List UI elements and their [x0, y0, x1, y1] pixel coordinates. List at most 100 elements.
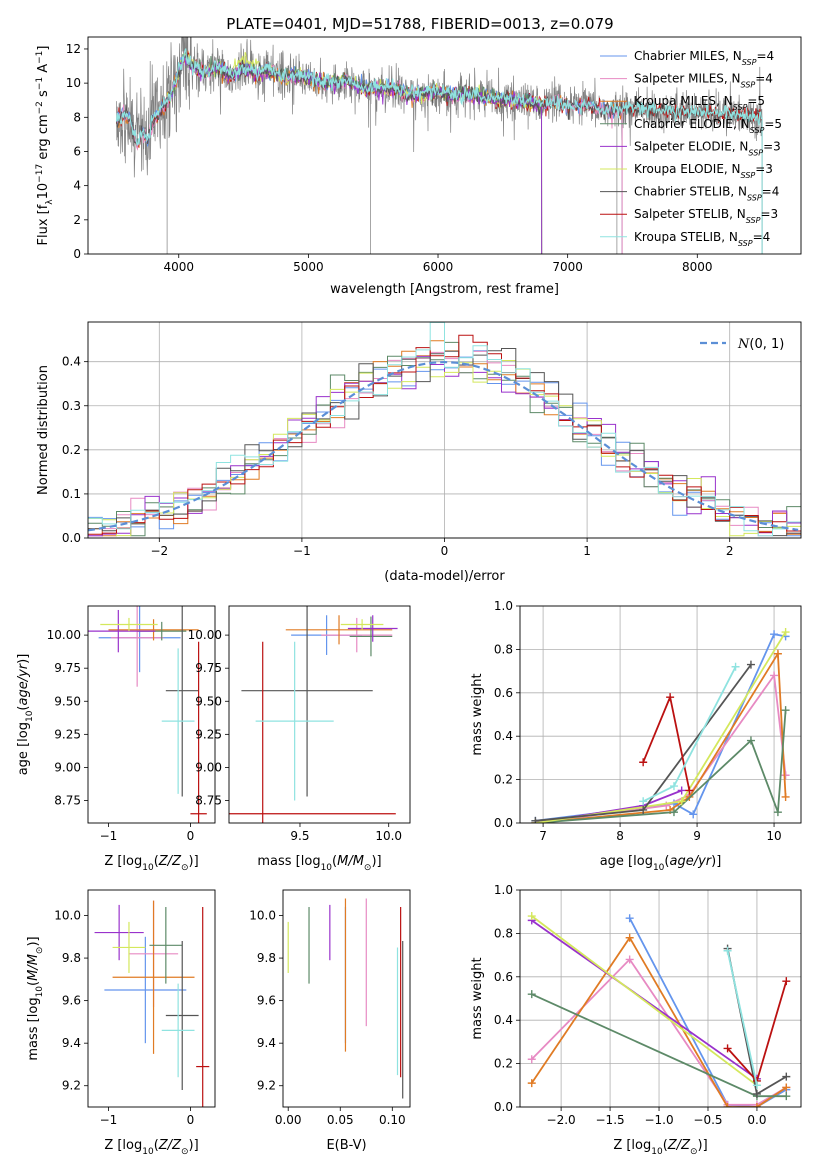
y-axis-label: age [log10(age/yr)]	[16, 654, 35, 776]
y-tick-label: 10	[66, 76, 81, 90]
y-tick-label: 0.8	[494, 642, 513, 656]
data-point	[527, 990, 536, 999]
errorbar-kroupa-stelib	[255, 641, 334, 801]
legend-label: N(0, 1)	[737, 337, 784, 352]
weight-series-chabrier-miles	[531, 630, 790, 823]
data-point	[639, 758, 648, 767]
axes-frame	[228, 605, 411, 824]
axes-frame	[519, 605, 802, 824]
errorbar-salpeter-miles	[321, 617, 393, 653]
errorbar-salpeter-elodie	[88, 609, 156, 653]
data-point	[752, 1103, 761, 1107]
data-point	[773, 808, 782, 817]
x-tick-label: 0.00	[275, 1113, 302, 1127]
data-point	[685, 786, 694, 795]
data-point	[752, 1081, 761, 1090]
x-tick-label: 0	[187, 829, 195, 843]
y-tick-label: 9.75	[54, 661, 81, 675]
data-point	[782, 1083, 791, 1092]
data-point	[527, 912, 536, 921]
plot-area	[229, 606, 398, 823]
errorbar-chabrier-elodie	[349, 616, 393, 657]
data-point	[781, 771, 790, 780]
y-tick-label: 0.4	[494, 729, 513, 743]
histogram-kroupa-stelib	[88, 322, 801, 537]
x-tick-label: 0.0	[747, 1113, 766, 1127]
data-point	[639, 797, 648, 806]
plot-area	[287, 898, 404, 1099]
y-tick-label: 9.00	[195, 760, 222, 774]
axes-frame	[282, 889, 411, 1108]
errorbar-kroupa-stelib	[161, 983, 195, 1078]
errorbar-salpeter-stelib	[190, 641, 207, 823]
observed-spectrum	[116, 37, 763, 254]
x-axis-label: E(B-V)	[326, 1138, 366, 1153]
data-point	[625, 933, 634, 942]
y-tick-label: 9.50	[54, 694, 81, 708]
x-axis-label: age [log10(age/yr)]	[600, 854, 722, 873]
legend-label: Kroupa ELODIE, NSSP=3	[634, 162, 773, 180]
errorbar-kroupa-elodie	[100, 617, 158, 632]
data-point	[677, 797, 686, 806]
x-tick-label: 6000	[423, 260, 454, 274]
y-axis-label: Flux [fλ10−17 erg cm−2 s−1 A−1]	[35, 46, 55, 246]
spectrum-panel: 4000 5000 6000 7000 8000 0 2 4 6 8 10 12 wavelength …	[35, 36, 802, 297]
y-tick-label: 8.75	[54, 794, 81, 808]
x-tick-label: 0	[441, 544, 449, 558]
weight-series-kroupa-stelib	[723, 946, 761, 1090]
errorbar-chabrier-elodie	[149, 907, 183, 984]
data-point	[770, 630, 779, 639]
y-tick-label: 6	[73, 144, 81, 158]
axes-frame	[87, 605, 216, 824]
x-tick-label: −1.5	[596, 1113, 625, 1127]
axes-frame	[87, 321, 802, 539]
data-point	[782, 977, 791, 986]
y-tick-label: 1.0	[494, 883, 513, 897]
errorbar-kroupa-stelib	[161, 648, 195, 794]
x-tick-label: 8000	[682, 260, 713, 274]
y-tick-label: 9.4	[257, 1036, 276, 1050]
x-tick-label: 8	[616, 829, 624, 843]
data-point	[677, 786, 686, 795]
y-tick-label: 0.0	[62, 531, 81, 545]
data-point	[781, 792, 790, 801]
y-tick-label: 10.0	[54, 909, 81, 923]
errorbar-chabrier-stelib	[165, 941, 199, 1090]
x-tick-label: −1	[100, 1113, 118, 1127]
y-tick-label: 9.00	[54, 760, 81, 774]
x-tick-label: −0.5	[693, 1113, 722, 1127]
data-point	[782, 1072, 791, 1081]
x-axis-label: mass [log10(M/M⊙)]	[257, 854, 381, 873]
weight-vs-age-panel: 7 8 9 10 0.0 0.2 0.4 0.6 0.8 1.0 age [log10(age/yr…	[470, 599, 802, 873]
data-point	[746, 660, 755, 669]
y-tick-label: 9.2	[257, 1079, 276, 1093]
errorbar-chabrier-stelib	[241, 606, 373, 797]
y-tick-label: 4	[73, 179, 81, 193]
x-tick-label: 4000	[163, 260, 194, 274]
y-tick-label: 9.25	[54, 727, 81, 741]
legend-label: Chabrier MILES, NSSP=4	[634, 49, 774, 67]
y-tick-label: 10.00	[188, 628, 222, 642]
data-point	[773, 649, 782, 658]
errorbar-salpeter-elodie	[347, 615, 398, 642]
x-tick-label: 0.05	[327, 1113, 354, 1127]
weight-series-chabrier-elodie	[531, 706, 790, 823]
y-tick-label: 9.2	[62, 1079, 81, 1093]
x-tick-label: 0	[187, 1113, 195, 1127]
y-tick-label: 0.4	[62, 355, 81, 369]
plot-area	[88, 322, 801, 537]
data-point	[527, 1079, 536, 1088]
data-point	[770, 671, 779, 680]
errorbar-salpeter-elodie	[94, 904, 144, 961]
x-tick-label: 7	[539, 829, 547, 843]
x-axis-label: (data-model)/error	[384, 569, 505, 584]
data-point	[669, 808, 678, 817]
data-point	[723, 946, 732, 955]
y-tick-label: 12	[66, 42, 81, 56]
legend-label: Salpeter ELODIE, NSSP=3	[634, 139, 781, 157]
y-tick-label: 0.8	[494, 926, 513, 940]
y-tick-label: 8.75	[195, 794, 222, 808]
errorbar-kroupa-elodie	[340, 619, 384, 630]
x-tick-label: 10	[766, 829, 781, 843]
